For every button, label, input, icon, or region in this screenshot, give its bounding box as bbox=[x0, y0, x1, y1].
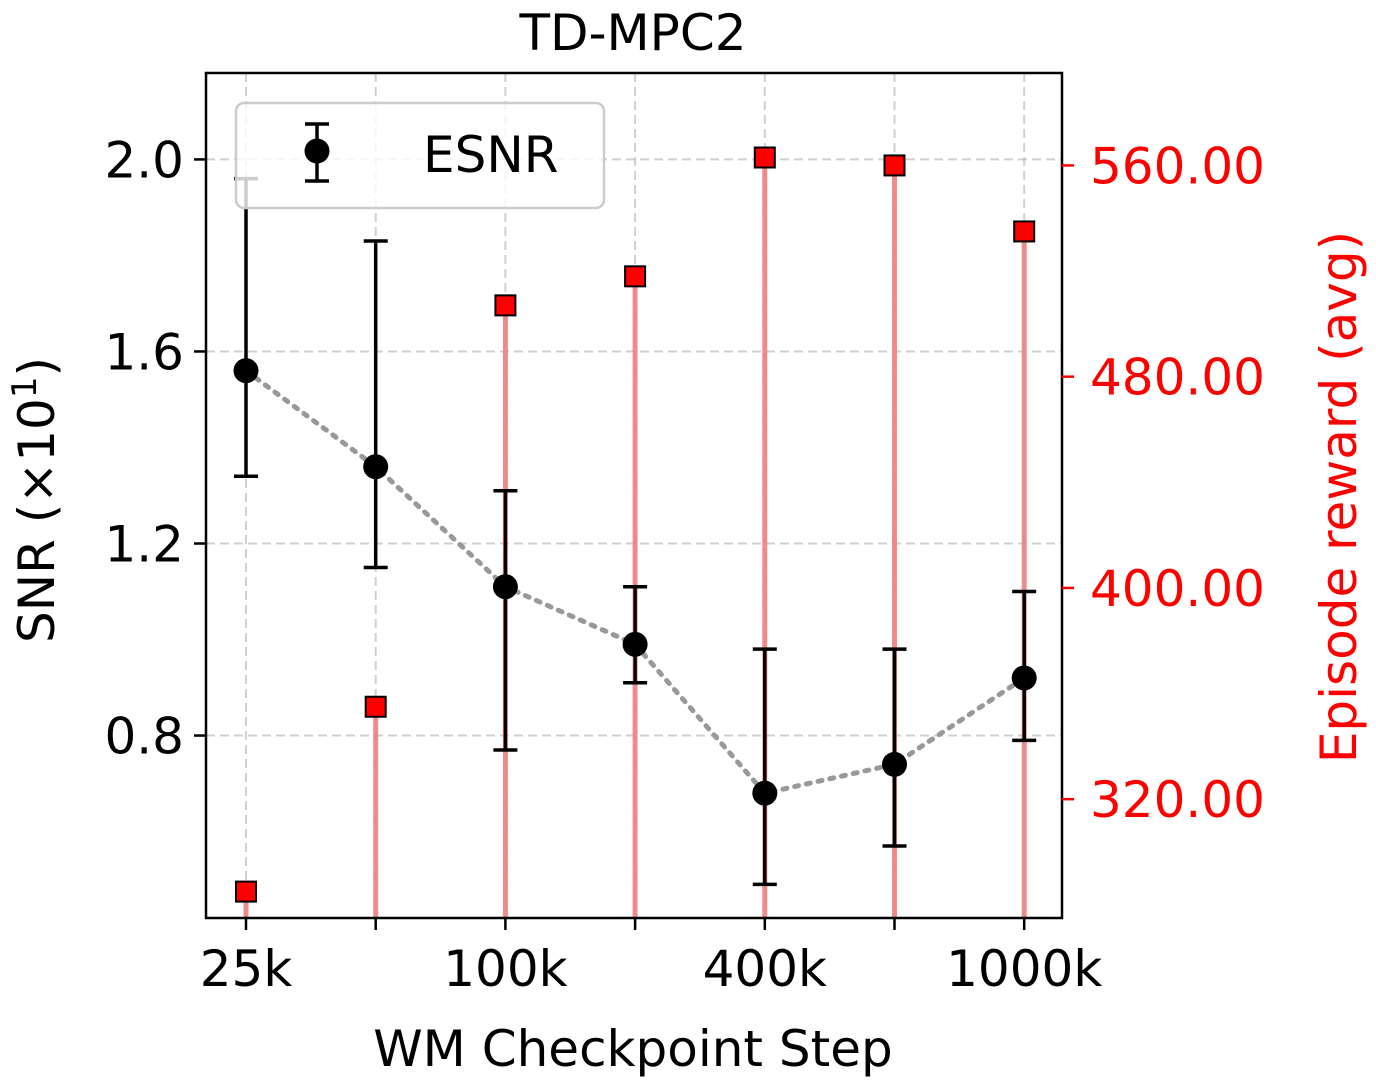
x-tick-label: 400k bbox=[703, 940, 827, 998]
legend: ESNR bbox=[234, 101, 606, 210]
reward-point bbox=[753, 146, 776, 169]
y-axis-left-label: SNR (×101) bbox=[5, 357, 66, 643]
y-right-tick-label: 320.00 bbox=[1090, 771, 1265, 829]
y-left-tick-label: 0.8 bbox=[104, 708, 184, 766]
esnr-errorbars bbox=[234, 176, 1037, 887]
y-right-tick-label: 480.00 bbox=[1090, 349, 1265, 407]
y-axis-left-label-exponent: 1 bbox=[5, 377, 45, 399]
x-tick-label: 1000k bbox=[946, 940, 1102, 998]
esnr-point bbox=[622, 631, 648, 657]
x-tick-label: 25k bbox=[200, 940, 293, 998]
reward-point bbox=[1013, 220, 1036, 243]
y-left-tick-label: 1.6 bbox=[104, 323, 184, 381]
esnr-point bbox=[492, 574, 518, 600]
esnr-point bbox=[882, 751, 907, 777]
legend-label-esnr: ESNR bbox=[423, 126, 558, 184]
reward-point bbox=[494, 294, 517, 317]
y-right-tick-label: 400.00 bbox=[1090, 560, 1265, 618]
y-axis-left-label-main: SNR (×10 bbox=[8, 398, 66, 643]
legend-errorbar-marker bbox=[304, 122, 330, 183]
x-axis-label: WM Checkpoint Step bbox=[373, 1020, 893, 1078]
markers bbox=[233, 146, 1037, 903]
y-right-tick-label: 560.00 bbox=[1090, 137, 1265, 195]
reward-point bbox=[235, 880, 257, 903]
chart-title: TD-MPC2 bbox=[518, 4, 746, 62]
ticks: 25k 100k 400k 1000k 0.8 1.2 1.6 2.0 320.00 400.00… bbox=[104, 131, 1264, 998]
esnr-point bbox=[233, 358, 259, 384]
y-left-tick-label: 1.2 bbox=[104, 516, 184, 574]
esnr-point bbox=[752, 780, 778, 806]
x-tick-label: 100k bbox=[443, 940, 567, 998]
y-axis-left-label-close: ) bbox=[8, 357, 66, 377]
reward-point bbox=[624, 265, 647, 288]
y-axis-right-label: Episode reward (avg) bbox=[1310, 231, 1368, 763]
y-left-tick-label: 2.0 bbox=[104, 131, 184, 189]
reward-point bbox=[883, 154, 906, 177]
esnr-point bbox=[1011, 665, 1037, 691]
reward-point bbox=[364, 695, 387, 718]
esnr-point bbox=[363, 454, 389, 480]
